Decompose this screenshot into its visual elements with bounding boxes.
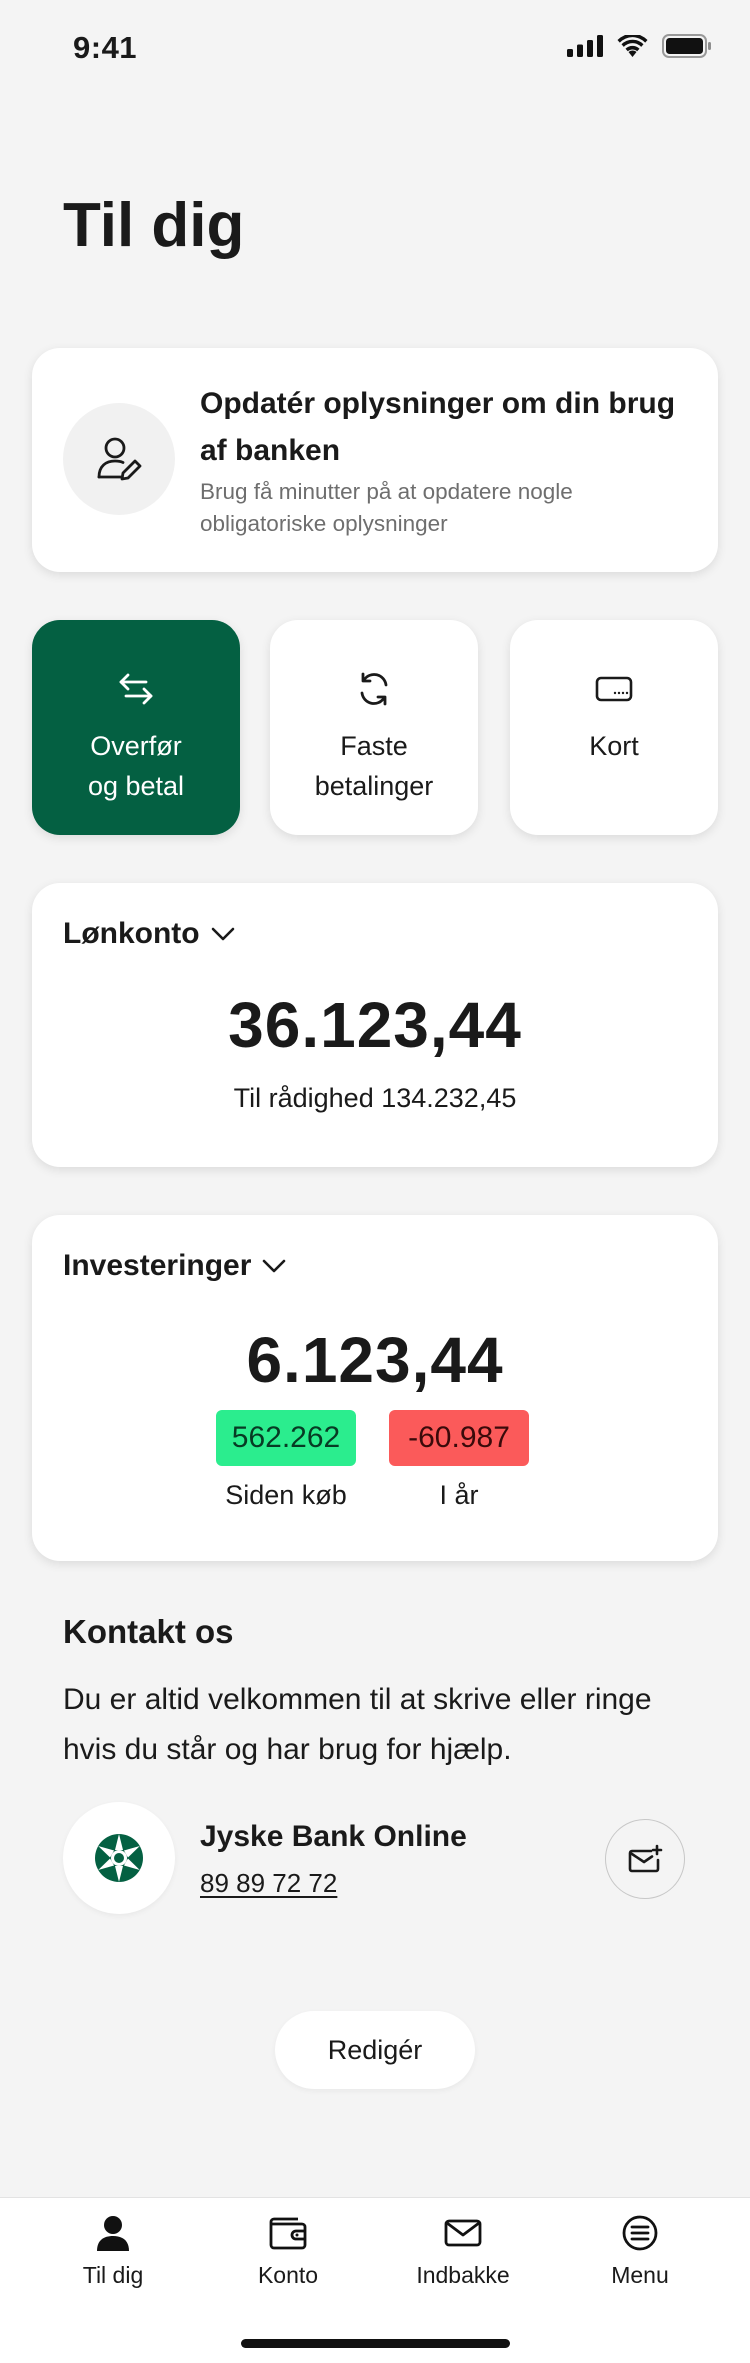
tab-bar: Til dig Konto Indbakke Menu	[0, 2197, 750, 2363]
page-title: Til dig	[63, 191, 245, 260]
account-available: Til rådighed 134.232,45	[233, 1083, 517, 1113]
cellular-signal-icon	[567, 35, 603, 57]
recurring-payments-button[interactable]: Faste betalinger	[270, 620, 478, 835]
tab-label: Konto	[257, 2262, 319, 2288]
user-edit-icon	[97, 437, 142, 481]
home-indicator	[241, 2339, 510, 2348]
bank-logo	[63, 1802, 175, 1914]
update-info-card[interactable]: Opdatér oplysninger om din brug af banke…	[32, 348, 718, 572]
tab-til-dig[interactable]: Til dig	[43, 2210, 183, 2289]
bank-phone-link[interactable]: 89 89 72 72	[200, 1868, 338, 1898]
update-card-title: Opdatér oplysninger om din brug af banke…	[200, 387, 676, 467]
contact-text: Du er altid velkommen til at skrive elle…	[63, 1683, 652, 1766]
tab-label: Indbakke	[416, 2262, 510, 2288]
tab-menu[interactable]: Menu	[570, 2210, 710, 2289]
status-icons	[567, 34, 712, 58]
investments-selector[interactable]: Investeringer	[63, 1249, 287, 1283]
update-card-subtitle: Brug få minutter på at opdatere nogle ob…	[200, 479, 573, 536]
since-purchase-badge: 562.262	[216, 1410, 356, 1466]
edit-button[interactable]: Redigér	[275, 2011, 475, 2089]
account-balance: 36.123,44	[228, 989, 522, 1061]
this-year-badge: -60.987	[389, 1410, 529, 1466]
this-year-label: I år	[439, 1480, 479, 1510]
tab-konto[interactable]: Konto	[218, 2210, 358, 2289]
account-name: Lønkonto	[63, 917, 200, 950]
chevron-down-icon	[263, 1259, 286, 1273]
quick-action-label: Kort	[589, 731, 639, 761]
transfer-arrows-icon	[119, 673, 153, 705]
envelope-icon	[444, 2219, 482, 2247]
account-card[interactable]: Lønkonto 36.123,44 Til rådighed 134.232,…	[32, 883, 718, 1167]
account-selector[interactable]: Lønkonto	[63, 917, 236, 951]
transfer-and-pay-button[interactable]: Overfør og betal	[32, 620, 240, 835]
tab-label: Til dig	[82, 2262, 144, 2288]
write-message-button[interactable]	[605, 1819, 685, 1899]
wallet-icon	[269, 2217, 307, 2250]
status-time: 9:41	[73, 30, 138, 65]
person-icon	[97, 2216, 129, 2251]
cards-button[interactable]: Kort	[510, 620, 718, 835]
tab-label: Menu	[611, 2262, 669, 2288]
investments-balance: 6.123,44	[246, 1324, 504, 1396]
quick-action-label: Overfør og betal	[87, 731, 185, 801]
menu-icon	[622, 2215, 658, 2251]
mail-plus-icon	[628, 1844, 663, 1873]
chevron-down-icon	[211, 927, 234, 941]
contact-title: Kontakt os	[63, 1613, 234, 1650]
battery-icon	[662, 34, 711, 58]
tab-indbakke[interactable]: Indbakke	[393, 2210, 533, 2289]
jyske-bank-logo-icon	[95, 1834, 143, 1882]
card-icon	[595, 676, 633, 702]
update-avatar	[63, 403, 175, 515]
wifi-icon	[617, 34, 648, 57]
recurring-icon	[360, 672, 388, 706]
bank-name: Jyske Bank Online	[200, 1820, 467, 1853]
quick-action-label: Faste betalinger	[314, 731, 434, 801]
investments-name: Investeringer	[63, 1249, 252, 1282]
investments-card[interactable]: Investeringer 6.123,44 562.262 -60.987 S…	[32, 1215, 718, 1561]
since-purchase-label: Siden køb	[225, 1480, 347, 1510]
